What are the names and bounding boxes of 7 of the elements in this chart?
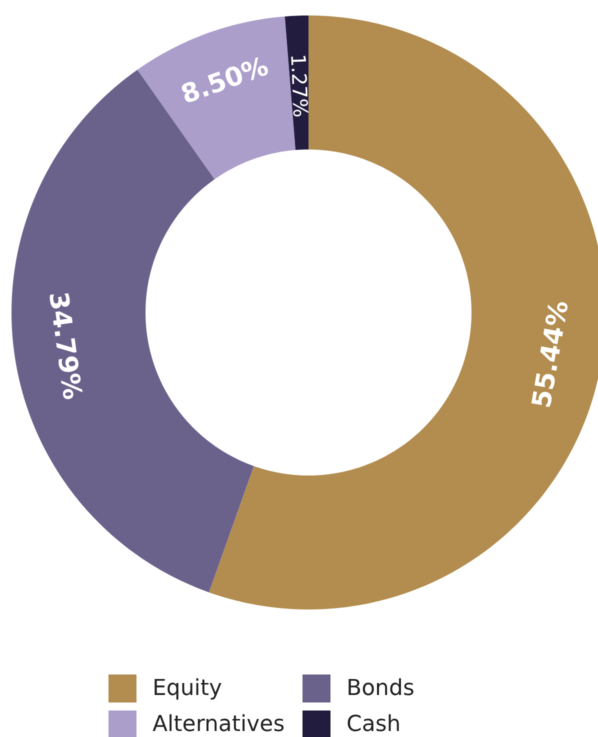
legend-label: Cash [346,712,401,737]
legend-label: Alternatives [152,712,285,737]
legend-label: Equity [152,676,222,701]
data-label: 34.79% [42,290,87,402]
legend-label: Bonds [346,676,414,701]
data-label: 1.27% [286,53,313,118]
data-label: 55.44% [527,298,575,410]
